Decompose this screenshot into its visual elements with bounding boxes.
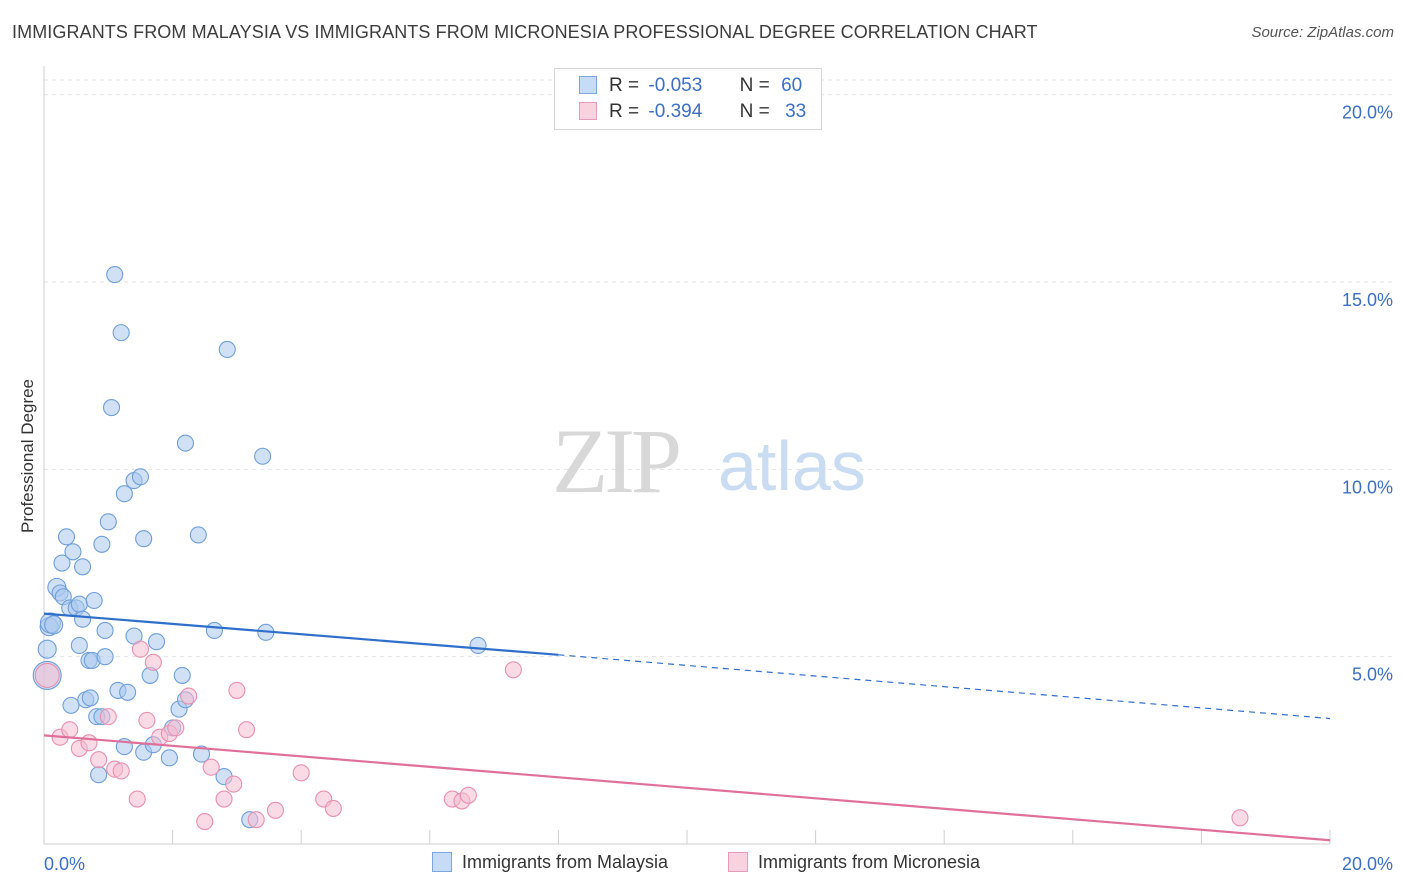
point-micronesia xyxy=(292,764,310,782)
point-malaysia xyxy=(62,696,80,714)
y-tick-label: 15.0% xyxy=(1342,290,1393,310)
point-malaysia xyxy=(205,621,223,640)
x-tick-label: 0.0% xyxy=(44,854,85,874)
trend-malaysia-dashed xyxy=(558,654,1331,720)
point-malaysia xyxy=(106,266,124,284)
point-micronesia xyxy=(504,661,522,679)
point-micronesia xyxy=(228,681,246,699)
trend-malaysia-solid xyxy=(43,612,559,656)
trend-micronesia xyxy=(43,734,1331,842)
legend-item-malaysia: Immigrants from Malaysia xyxy=(432,852,668,873)
micronesia-swatch xyxy=(579,102,597,120)
point-malaysia xyxy=(96,621,114,640)
point-malaysia xyxy=(119,683,137,701)
point-micronesia xyxy=(247,811,265,829)
n-value: 33 xyxy=(785,101,807,122)
point-micronesia xyxy=(459,786,477,804)
point-micronesia xyxy=(131,640,149,658)
tick-labels: 5.0% 10.0% 15.0% 20.0% 0.0% 20.0% xyxy=(44,103,1393,874)
point-micronesia xyxy=(324,799,342,817)
point-malaysia xyxy=(57,528,76,546)
source-credit: Source: ZipAtlas.com xyxy=(1251,24,1394,41)
point-micronesia xyxy=(112,762,130,780)
r-label: R = xyxy=(609,75,640,96)
point-malaysia xyxy=(70,595,88,613)
point-malaysia xyxy=(64,543,82,561)
legend-label-micronesia: Immigrants from Micronesia xyxy=(758,852,981,872)
n-label: N = xyxy=(739,101,770,122)
point-malaysia xyxy=(115,485,133,503)
point-malaysia xyxy=(112,324,130,342)
point-micronesia xyxy=(196,812,214,831)
point-malaysia xyxy=(44,615,64,635)
point-micronesia xyxy=(1231,809,1249,827)
malaysia-legend-swatch xyxy=(432,852,452,872)
series-malaysia-points xyxy=(32,266,487,829)
y-tick-label: 10.0% xyxy=(1342,477,1393,497)
point-malaysia xyxy=(254,447,272,465)
chart-title: IMMIGRANTS FROM MALAYSIA VS IMMIGRANTS F… xyxy=(12,22,1038,42)
point-malaysia xyxy=(74,558,92,576)
point-malaysia xyxy=(189,526,207,544)
stats-legend: R = -0.053 N = 60 R = -0.394 N = 33 xyxy=(554,68,822,130)
series-micronesia-points xyxy=(34,640,1249,831)
point-malaysia xyxy=(192,745,211,763)
x-tick-label: 20.0% xyxy=(1342,854,1393,874)
micronesia-legend-swatch xyxy=(728,852,748,872)
legend-label-malaysia: Immigrants from Malaysia xyxy=(462,852,669,872)
point-micronesia xyxy=(202,758,220,776)
watermark-zip: ZIP xyxy=(552,410,679,512)
watermark: ZIP atlas xyxy=(552,410,866,512)
point-malaysia xyxy=(160,749,178,767)
point-micronesia xyxy=(215,790,233,808)
point-malaysia xyxy=(90,766,108,784)
point-malaysia xyxy=(99,513,117,531)
legend-item-micronesia: Immigrants from Micronesia xyxy=(728,852,980,873)
point-micronesia xyxy=(128,790,146,808)
point-malaysia xyxy=(135,530,153,548)
point-malaysia xyxy=(102,399,121,417)
point-malaysia xyxy=(469,636,487,654)
point-micronesia xyxy=(99,708,117,726)
point-malaysia xyxy=(218,340,236,359)
point-micronesia xyxy=(225,775,243,793)
point-malaysia xyxy=(85,591,103,610)
r-value: -0.394 xyxy=(648,101,703,122)
r-label: R = xyxy=(609,101,640,122)
point-malaysia xyxy=(96,648,114,666)
y-tick-label: 5.0% xyxy=(1352,665,1393,685)
point-micronesia xyxy=(90,751,108,769)
point-micronesia xyxy=(80,734,98,752)
point-malaysia xyxy=(176,434,195,452)
point-micronesia xyxy=(61,721,79,739)
point-malaysia xyxy=(93,535,111,553)
point-micronesia xyxy=(266,801,285,819)
stats-row-micronesia: R = -0.394 N = 33 xyxy=(579,101,806,127)
watermark-atlas: atlas xyxy=(718,427,866,505)
y-tick-label: 20.0% xyxy=(1342,103,1393,123)
stats-row-malaysia: R = -0.053 N = 60 xyxy=(579,75,802,101)
axes xyxy=(43,66,1331,845)
point-malaysia xyxy=(74,610,92,628)
point-micronesia xyxy=(237,721,256,739)
point-micronesia xyxy=(144,653,162,671)
point-micronesia xyxy=(180,687,198,705)
point-malaysia xyxy=(37,639,57,659)
point-micronesia xyxy=(34,662,60,688)
r-value: -0.053 xyxy=(648,75,703,96)
point-malaysia xyxy=(173,666,191,684)
grid-lines xyxy=(44,79,1395,658)
malaysia-swatch xyxy=(579,76,597,94)
point-micronesia xyxy=(138,711,156,729)
point-malaysia xyxy=(147,633,166,651)
trend-lines xyxy=(43,612,1331,842)
point-malaysia xyxy=(53,554,71,572)
point-micronesia xyxy=(167,719,185,737)
n-value: 60 xyxy=(781,75,803,96)
point-malaysia xyxy=(70,636,88,654)
point-malaysia xyxy=(81,689,99,707)
n-label: N = xyxy=(739,75,770,96)
point-malaysia xyxy=(131,468,149,486)
